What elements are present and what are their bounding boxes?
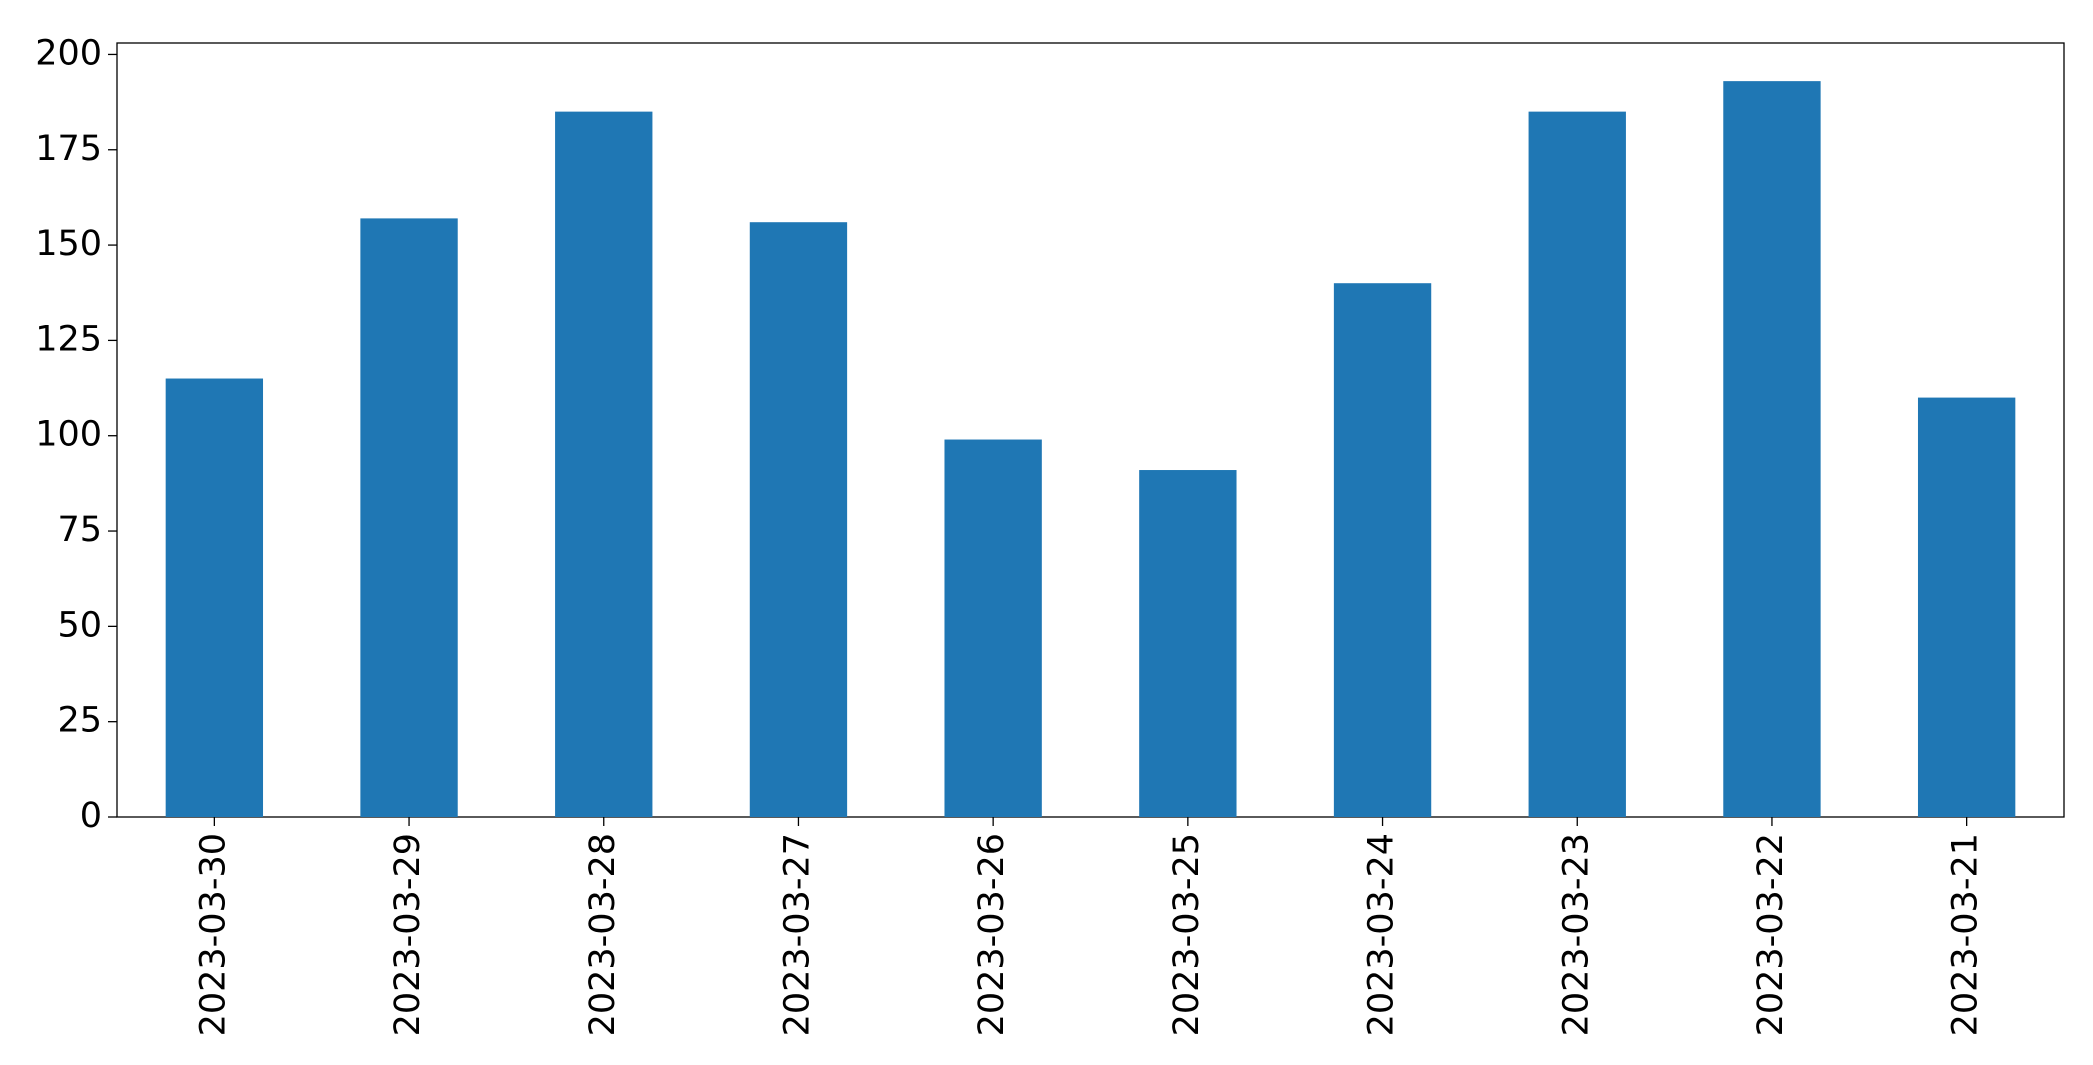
y-tick-label: 25 xyxy=(57,701,102,741)
bar xyxy=(749,222,848,817)
bar xyxy=(1139,470,1237,817)
y-tick-label: 150 xyxy=(35,224,102,264)
x-tick-label: 2023-03-29 xyxy=(388,833,428,1036)
bar xyxy=(555,111,653,817)
bar xyxy=(1917,397,2016,817)
x-tick-label: 2023-03-22 xyxy=(1751,833,1791,1036)
bar xyxy=(1723,81,1821,818)
bar xyxy=(1528,111,1626,817)
x-tick-label: 2023-03-27 xyxy=(777,833,817,1036)
y-tick-label: 200 xyxy=(35,33,102,73)
x-tick-label: 2023-03-30 xyxy=(193,833,233,1036)
y-tick-label: 75 xyxy=(57,510,102,550)
plot-frame xyxy=(116,42,2065,818)
bar xyxy=(360,218,458,817)
x-tick-label: 2023-03-21 xyxy=(1946,833,1986,1036)
y-tick-label: 125 xyxy=(35,319,102,359)
bar xyxy=(165,378,264,817)
bar xyxy=(944,439,1042,817)
x-tick-label: 2023-03-26 xyxy=(972,833,1012,1036)
bar xyxy=(1333,283,1432,817)
x-tick-label: 2023-03-24 xyxy=(1362,833,1402,1036)
y-tick-label: 175 xyxy=(35,129,102,169)
y-tick-label: 0 xyxy=(80,796,102,836)
y-tick-label: 50 xyxy=(57,605,102,645)
x-tick-label: 2023-03-28 xyxy=(583,833,623,1036)
x-tick-label: 2023-03-25 xyxy=(1167,833,1207,1036)
y-tick-label: 100 xyxy=(35,415,102,455)
x-tick-label: 2023-03-23 xyxy=(1556,833,1596,1036)
